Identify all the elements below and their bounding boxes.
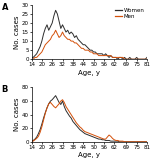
Women [139, 141, 141, 143]
Men [146, 141, 148, 143]
Women [125, 141, 127, 143]
Men [125, 141, 127, 143]
Women [115, 56, 117, 58]
Men [136, 141, 138, 143]
Line: Men: Men [32, 100, 147, 142]
Women [115, 140, 117, 142]
Men [60, 35, 62, 37]
Men [138, 141, 139, 143]
Men [139, 141, 141, 143]
Men [124, 141, 126, 143]
X-axis label: Age, y: Age, y [78, 152, 100, 158]
Men [115, 140, 117, 141]
Women [55, 9, 57, 11]
Men [100, 55, 101, 57]
Men [58, 37, 60, 38]
Line: Women: Women [32, 96, 147, 142]
Women [117, 58, 119, 60]
Women [138, 58, 139, 60]
Men [146, 58, 148, 60]
Line: Men: Men [32, 30, 147, 59]
Women [138, 141, 139, 143]
Women [136, 141, 138, 143]
Text: B: B [2, 85, 8, 94]
Women [136, 56, 138, 58]
Men [81, 47, 82, 49]
Y-axis label: No. cases: No. cases [14, 15, 20, 49]
Women [55, 95, 57, 97]
Women [31, 56, 32, 58]
Women [118, 141, 120, 143]
Men [31, 58, 32, 60]
Line: Women: Women [32, 10, 147, 59]
Men [55, 29, 57, 31]
Men [136, 58, 138, 60]
Y-axis label: No. cases: No. cases [14, 98, 20, 131]
Legend: Women, Men: Women, Men [115, 8, 144, 19]
Men [98, 55, 100, 57]
X-axis label: Age, y: Age, y [78, 69, 100, 75]
Women [125, 58, 127, 60]
Text: A: A [2, 3, 8, 12]
Women [110, 55, 112, 57]
Women [146, 141, 148, 143]
Women [31, 140, 32, 142]
Women [110, 140, 112, 142]
Men [62, 99, 63, 101]
Women [146, 56, 148, 58]
Men [110, 135, 112, 137]
Women [139, 58, 141, 60]
Men [31, 140, 32, 142]
